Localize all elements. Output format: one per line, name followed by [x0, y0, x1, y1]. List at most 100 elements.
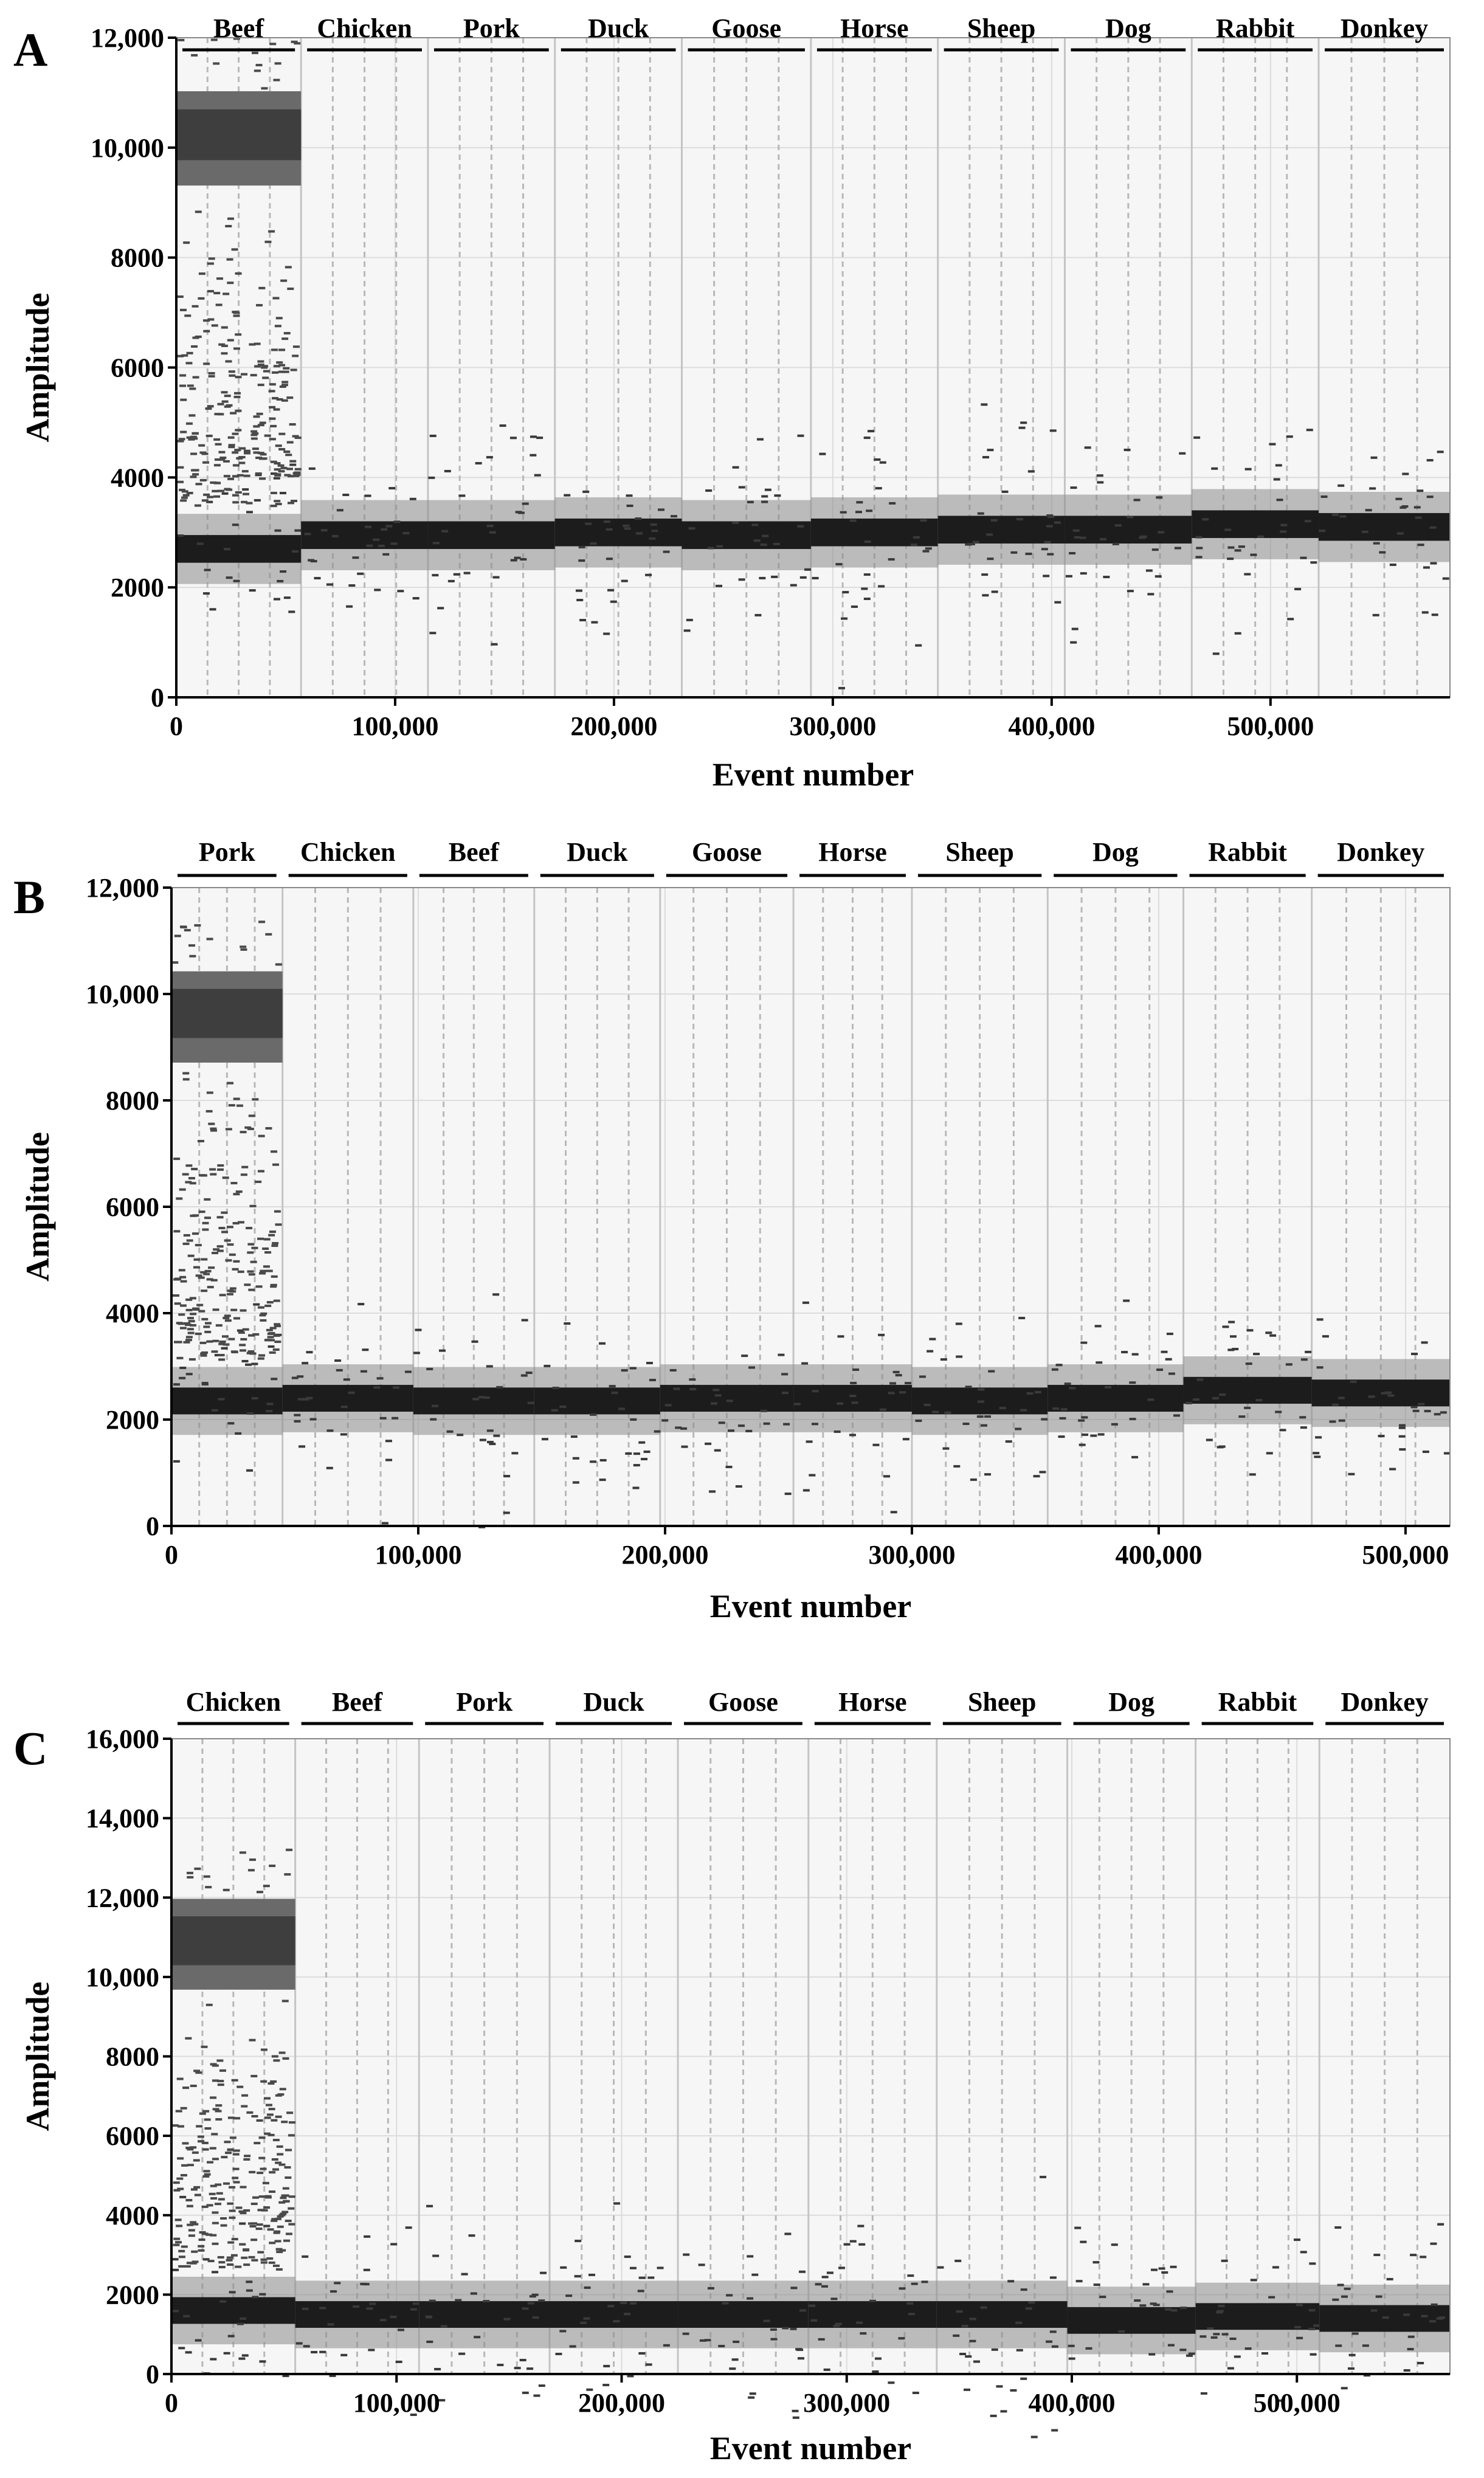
droplet-mark — [231, 2238, 238, 2241]
droplet-mark — [252, 432, 259, 435]
droplet-mark — [714, 1394, 722, 1397]
droplet-mark — [811, 1423, 818, 1426]
droplet-mark — [982, 594, 989, 597]
droplet-mark — [863, 598, 871, 601]
droplet-mark — [178, 2347, 185, 2350]
droplet-mark — [250, 437, 258, 440]
droplet-mark — [1151, 2268, 1158, 2271]
droplet-mark — [201, 499, 209, 502]
droplet-mark — [273, 477, 280, 480]
y-tick-label: 2000 — [106, 1405, 159, 1435]
droplet-mark — [1308, 2327, 1316, 2330]
droplet-mark — [493, 1434, 500, 1437]
droplet-mark — [625, 1452, 632, 1455]
droplet-mark — [228, 446, 235, 449]
droplet-mark — [804, 568, 812, 571]
droplet-mark — [279, 2249, 286, 2252]
droplet-mark — [932, 1410, 939, 1413]
droplet-mark — [182, 1173, 189, 1176]
droplet-mark — [1052, 1407, 1060, 1410]
droplet-mark — [180, 1280, 187, 1283]
droplet-mark — [201, 2205, 209, 2208]
droplet-mark — [238, 2210, 246, 2213]
droplet-mark — [193, 2069, 201, 2072]
y-tick-label: 4000 — [111, 463, 164, 492]
droplet-mark — [819, 452, 826, 455]
droplet-mark — [241, 2354, 249, 2357]
y-tick-label: 4000 — [106, 2201, 159, 2231]
droplet-mark — [1195, 536, 1203, 539]
droplet-mark — [254, 342, 261, 345]
droplet-mark — [204, 2127, 212, 2130]
droplet-mark — [1417, 2362, 1424, 2365]
droplet-mark — [223, 548, 230, 551]
droplet-mark — [729, 2367, 736, 2370]
droplet-mark — [620, 2302, 627, 2305]
droplet-mark — [233, 2149, 240, 2152]
droplet-mark — [1170, 2265, 1177, 2268]
droplet-mark — [264, 1304, 272, 1307]
droplet-mark — [190, 2262, 197, 2265]
droplet-mark — [186, 1239, 193, 1242]
droplet-mark — [441, 530, 449, 533]
droplet-mark — [254, 499, 261, 502]
x-tick-label: 400,000 — [1008, 711, 1095, 741]
droplet-mark — [189, 1324, 196, 1327]
panel-letter: B — [13, 871, 45, 923]
droplet-mark — [280, 279, 288, 282]
droplet-mark — [285, 2220, 292, 2223]
droplet-mark — [969, 2318, 976, 2321]
droplet-mark — [201, 2045, 208, 2048]
droplet-mark — [698, 2263, 705, 2266]
droplet-mark — [675, 1426, 682, 1429]
droplet-mark — [1286, 435, 1293, 438]
droplet-mark — [240, 948, 247, 951]
droplet-mark — [607, 588, 615, 592]
droplet-mark — [591, 621, 598, 624]
droplet-mark — [211, 1350, 218, 1353]
group-label: Sheep — [967, 13, 1035, 43]
droplet-mark — [432, 1404, 439, 1407]
droplet-mark — [1216, 2311, 1223, 2314]
droplet-mark — [286, 1848, 293, 1851]
droplet-mark — [225, 225, 232, 228]
droplet-mark — [373, 538, 380, 541]
droplet-mark — [496, 1386, 503, 1389]
droplet-mark — [236, 474, 244, 477]
droplet-mark — [228, 1337, 235, 1341]
droplet-mark — [1084, 446, 1091, 449]
droplet-mark — [236, 2322, 244, 2325]
x-tick-label: 500,000 — [1254, 2388, 1341, 2418]
x-tick-label: 400,000 — [1028, 2388, 1115, 2418]
droplet-mark — [223, 2352, 230, 2355]
droplet-mark — [503, 1511, 510, 1514]
droplet-mark — [257, 1170, 264, 1173]
droplet-mark — [237, 1221, 244, 1224]
droplet-mark — [955, 1322, 962, 1325]
droplet-mark — [311, 2351, 318, 2354]
droplet-mark — [1272, 2266, 1279, 2269]
droplet-mark — [297, 1398, 305, 1401]
droplet-mark — [1227, 546, 1235, 549]
droplet-mark — [263, 1265, 270, 1268]
y-tick-label: 16,000 — [86, 1724, 159, 1754]
droplet-mark — [837, 1335, 844, 1338]
droplet-mark — [180, 2173, 187, 2176]
droplet-mark — [203, 330, 210, 333]
y-tick-label: 12,000 — [86, 873, 159, 903]
droplet-mark — [470, 2292, 477, 2295]
droplet-mark — [376, 1377, 384, 1380]
droplet-mark — [258, 2195, 266, 2198]
droplet-mark — [226, 404, 233, 407]
droplet-mark — [270, 505, 277, 508]
droplet-mark — [252, 1333, 260, 1336]
droplet-mark — [207, 262, 214, 265]
x-tick-label: 300,000 — [803, 2388, 890, 2418]
droplet-mark — [486, 1440, 494, 1443]
droplet-mark — [178, 2265, 185, 2268]
droplet-mark — [1044, 540, 1051, 544]
droplet-mark — [277, 2215, 284, 2218]
droplet-mark — [1335, 2344, 1342, 2347]
droplet-mark — [334, 1359, 342, 1362]
droplet-mark — [260, 2167, 267, 2170]
